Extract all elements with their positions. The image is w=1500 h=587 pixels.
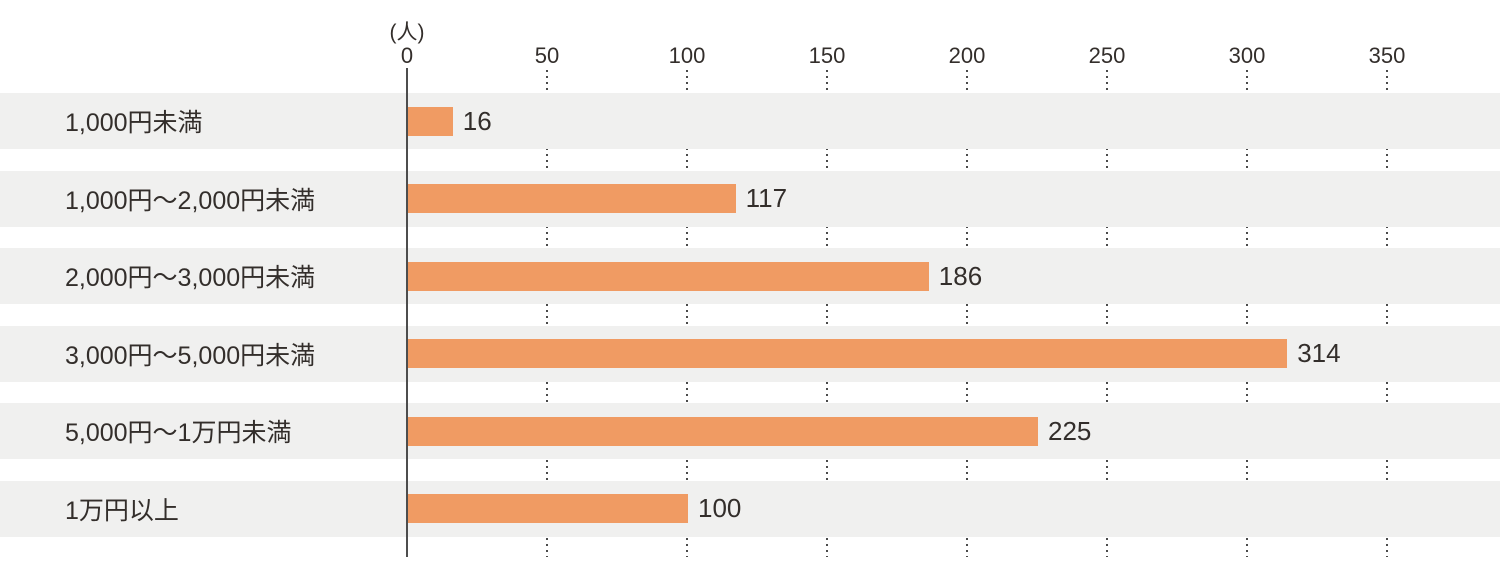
category-label: 5,000円〜1万円未満 [65,419,292,447]
category-label: 1,000円未満 [65,109,203,137]
value-label: 186 [938,260,983,291]
value-label: 100 [698,493,742,523]
category-label: 1,000円〜2,000円未満 [65,186,316,215]
value-label: 117 [745,183,788,213]
bar [408,184,736,213]
gridline [1106,70,1108,557]
category-label: 2,000円〜3,000円未満 [65,264,316,292]
gridline [826,70,828,557]
axis-unit-label: (人) [389,21,425,44]
value-label: 225 [1048,415,1092,446]
x-axis-tick-label: 150 [808,43,846,68]
x-axis-tick-label: 100 [668,43,706,68]
x-axis-tick-label: 350 [1368,43,1406,68]
category-label: 1万円以上 [65,496,179,525]
bar [408,494,688,523]
gridline [686,70,688,557]
bar [408,106,453,136]
chart-row: 1,000円未満 [0,93,1500,149]
value-label: 314 [1297,338,1341,368]
gridline [1386,70,1388,557]
bar [408,261,929,291]
bar [408,416,1038,446]
x-axis-tick-label: 200 [948,43,986,68]
gridline [1246,70,1248,557]
category-label: 3,000円〜5,000円未満 [65,341,316,370]
x-axis-tick-label: 50 [534,43,560,68]
bar [408,339,1288,368]
gridline [966,70,968,557]
x-axis-tick-label: 300 [1228,43,1266,68]
x-axis-tick-label: 0 [400,43,414,68]
chart-row: 1,000円〜2,000円未満 [0,170,1500,227]
chart-row: 1万円以上 [0,480,1500,537]
y-axis-line [406,68,408,557]
gridline [546,70,548,557]
x-axis-tick-label: 250 [1088,43,1126,68]
value-label: 16 [462,105,492,136]
